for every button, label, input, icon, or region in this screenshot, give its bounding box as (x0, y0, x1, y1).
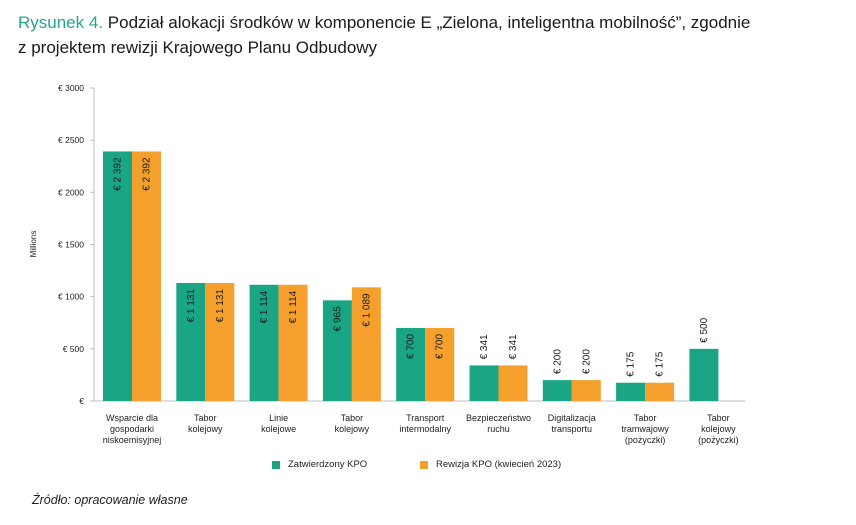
data-label: € 965 (332, 306, 343, 331)
x-category-label: Tabor (634, 413, 657, 423)
bar-approved (616, 382, 646, 401)
bar-revision (425, 327, 455, 401)
y-tick-label: € 500 (63, 344, 85, 354)
data-label: € 500 (699, 317, 710, 342)
legend-label-revision: Rewizja KPO (kwiecień 2023) (436, 459, 562, 470)
data-label: € 2 392 (113, 157, 124, 191)
bar-approved (103, 151, 132, 401)
data-label: € 1 089 (361, 293, 372, 327)
bar-approved (176, 282, 206, 401)
source-note: Źródło: opracowanie własne (32, 493, 188, 507)
bar-approved (469, 365, 499, 401)
data-label: € 700 (435, 334, 446, 359)
y-axis-title: Millions (29, 231, 38, 258)
x-category-label: niskoemisyjnej (103, 435, 162, 445)
x-category-label: Linie (269, 413, 288, 423)
x-category-label: intermodalny (399, 424, 451, 434)
legend-item-approved: Zatwierdzony KPO (272, 459, 367, 470)
data-label: € 341 (508, 334, 519, 359)
data-label: € 200 (581, 349, 592, 374)
x-category-label: Transport (406, 413, 445, 423)
bar-revision (351, 287, 381, 401)
x-category-label: Tabor (707, 413, 730, 423)
x-category-label: Tabor (341, 413, 364, 423)
y-tick-label: € 2500 (58, 135, 84, 145)
bar-revision (571, 380, 601, 401)
figure-title-line1: Podział alokacji środków w komponencie E… (107, 13, 751, 32)
x-category-label: Bezpieczeństwo (466, 413, 531, 423)
data-label: € 341 (479, 334, 490, 359)
y-tick-label: € 1000 (58, 292, 84, 302)
data-label: € 175 (655, 351, 666, 376)
x-category-label: Wsparcie dla (106, 413, 158, 423)
x-category-label: (pożyczki) (625, 435, 666, 445)
legend-swatch-revision (420, 460, 428, 469)
x-category-label: gospodarki (110, 424, 154, 434)
legend-label-approved: Zatwierdzony KPO (288, 459, 368, 470)
figure-title-line2: z projektem rewizji Krajowego Planu Odbu… (18, 38, 378, 57)
data-label: € 700 (406, 334, 417, 359)
data-label: € 2 392 (142, 157, 153, 191)
x-category-label: kolejowy (335, 424, 370, 434)
x-category-label: Tabor (194, 413, 217, 423)
data-label: € 200 (552, 349, 563, 374)
bar-approved (322, 300, 352, 401)
figure-label: Rysunek 4. (18, 13, 104, 32)
bar-revision (132, 151, 161, 401)
data-label: € 1 114 (259, 290, 270, 323)
data-label: € 1 131 (215, 289, 226, 323)
bar-approved (689, 348, 719, 401)
x-category-label: kolejowy (188, 424, 223, 434)
bar-revision (645, 382, 675, 401)
data-label: € 1 114 (288, 290, 299, 323)
bar-revision (205, 282, 235, 401)
x-category-label: kolejowe (261, 424, 296, 434)
y-tick-label: € 3000 (58, 83, 84, 93)
data-label: € 1 131 (186, 289, 197, 323)
bar-approved (396, 327, 426, 401)
bar-approved (542, 380, 572, 401)
x-category-label: tramwajowy (621, 424, 669, 434)
legend-item-revision: Rewizja KPO (kwiecień 2023) (420, 459, 561, 470)
y-tick-label: € 1500 (58, 240, 84, 250)
data-label: € 175 (626, 351, 637, 376)
x-category-label: Digitalizacja (548, 413, 596, 423)
legend-swatch-approved (272, 460, 280, 469)
bar-revision (278, 284, 308, 401)
bar-approved (249, 284, 279, 401)
x-category-label: ruchu (487, 424, 510, 434)
y-tick-label: € 2000 (58, 187, 84, 197)
x-category-label: kolejowy (701, 424, 736, 434)
figure-title: Rysunek 4. Podział alokacji środków w ko… (18, 10, 838, 60)
bar-revision (498, 365, 528, 401)
x-category-label: transportu (552, 424, 593, 434)
y-tick-label: € (79, 396, 84, 406)
x-category-label: (pożyczki) (698, 435, 739, 445)
